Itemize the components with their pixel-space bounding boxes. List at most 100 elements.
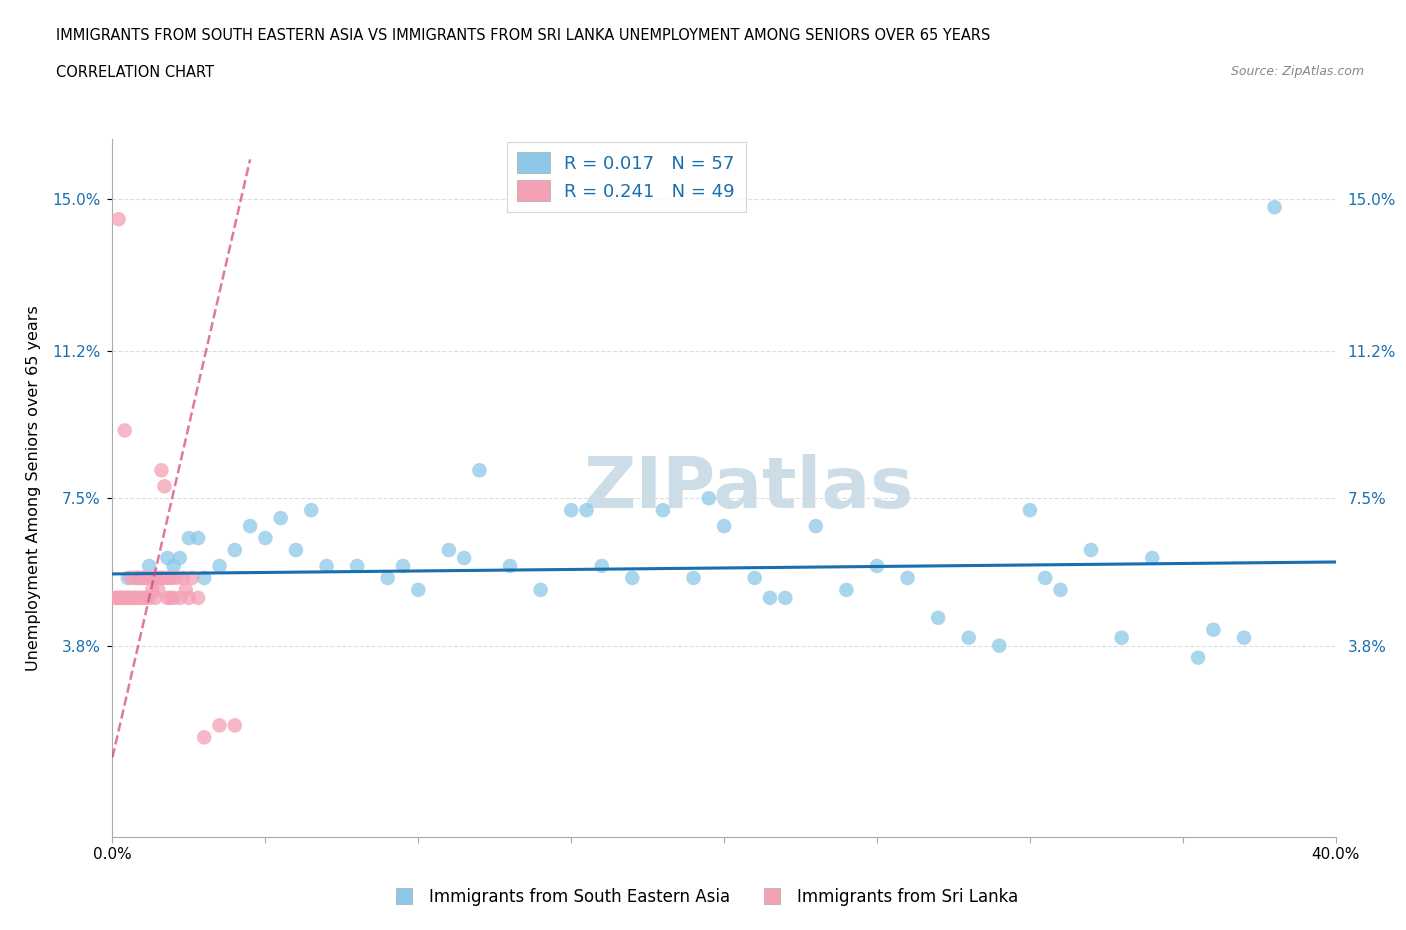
Point [166, 570, 188, 585]
Point [125, 570, 148, 585]
Point [138, 591, 160, 605]
Point [105, 591, 128, 605]
Text: CORRELATION CHART: CORRELATION CHART [56, 65, 214, 80]
Point [866, 559, 889, 574]
Point [377, 570, 399, 585]
Point [575, 503, 598, 518]
Point [135, 591, 157, 605]
Point [152, 570, 174, 585]
Point [927, 610, 949, 625]
Point [1033, 570, 1056, 585]
Point [346, 559, 368, 574]
Point [591, 559, 613, 574]
Point [121, 591, 143, 605]
Point [118, 591, 141, 605]
Point [122, 591, 145, 605]
Text: Source: ZipAtlas.com: Source: ZipAtlas.com [1230, 65, 1364, 78]
Point [131, 570, 153, 585]
Point [468, 463, 491, 478]
Point [150, 570, 173, 585]
Point [129, 591, 152, 605]
Point [652, 503, 675, 518]
Point [108, 591, 131, 605]
Point [408, 582, 430, 597]
Point [139, 570, 162, 585]
Text: IMMIGRANTS FROM SOUTH EASTERN ASIA VS IMMIGRANTS FROM SRI LANKA UNEMPLOYMENT AMO: IMMIGRANTS FROM SOUTH EASTERN ASIA VS IM… [56, 28, 991, 43]
Point [187, 591, 209, 605]
Point [1111, 631, 1133, 645]
Point [697, 491, 720, 506]
Point [132, 591, 155, 605]
Point [107, 212, 129, 227]
Point [254, 531, 277, 546]
Point [499, 559, 522, 574]
Point [1142, 551, 1164, 565]
Point [156, 591, 179, 605]
Point [713, 519, 735, 534]
Point [163, 591, 186, 605]
Point [143, 570, 166, 585]
Point [141, 582, 163, 597]
Legend: R = 0.017   N = 57, R = 0.241   N = 49: R = 0.017 N = 57, R = 0.241 N = 49 [506, 141, 745, 212]
Point [111, 591, 134, 605]
Point [224, 718, 246, 733]
Point [127, 570, 149, 585]
Point [143, 591, 166, 605]
Point [142, 570, 165, 585]
Point [134, 570, 156, 585]
Point [138, 559, 160, 574]
Point [146, 570, 169, 585]
Point [193, 730, 215, 745]
Point [284, 542, 308, 557]
Point [1018, 503, 1040, 518]
Point [1080, 542, 1102, 557]
Point [172, 570, 194, 585]
Point [453, 551, 475, 565]
Point [1187, 650, 1209, 665]
Point [299, 503, 322, 518]
Point [125, 591, 148, 605]
Point [773, 591, 796, 605]
Point [437, 542, 460, 557]
Point [529, 582, 551, 597]
Point [148, 582, 170, 597]
Point [112, 591, 135, 605]
Point [169, 591, 191, 605]
Text: ZIPatlas: ZIPatlas [583, 454, 914, 523]
Point [124, 570, 146, 585]
Point [136, 570, 159, 585]
Y-axis label: Unemployment Among Seniors over 65 years: Unemployment Among Seniors over 65 years [27, 305, 41, 671]
Point [193, 570, 215, 585]
Point [1202, 622, 1225, 637]
Point [163, 559, 186, 574]
Point [150, 463, 173, 478]
Point [270, 511, 292, 525]
Point [835, 582, 858, 597]
Point [155, 570, 177, 585]
Point [177, 531, 200, 546]
Point [156, 551, 179, 565]
Point [621, 570, 644, 585]
Point [117, 570, 139, 585]
Point [181, 570, 204, 585]
Point [153, 479, 176, 494]
Legend: Immigrants from South Eastern Asia, Immigrants from Sri Lanka: Immigrants from South Eastern Asia, Immi… [381, 881, 1025, 912]
Point [957, 631, 980, 645]
Point [1233, 631, 1256, 645]
Point [315, 559, 337, 574]
Point [114, 423, 136, 438]
Point [239, 519, 262, 534]
Point [115, 591, 138, 605]
Point [117, 591, 139, 605]
Point [157, 570, 180, 585]
Point [392, 559, 415, 574]
Point [208, 718, 231, 733]
Point [682, 570, 704, 585]
Point [988, 638, 1011, 653]
Point [1264, 200, 1286, 215]
Point [804, 519, 827, 534]
Point [187, 531, 209, 546]
Point [160, 570, 183, 585]
Point [149, 570, 172, 585]
Point [120, 570, 142, 585]
